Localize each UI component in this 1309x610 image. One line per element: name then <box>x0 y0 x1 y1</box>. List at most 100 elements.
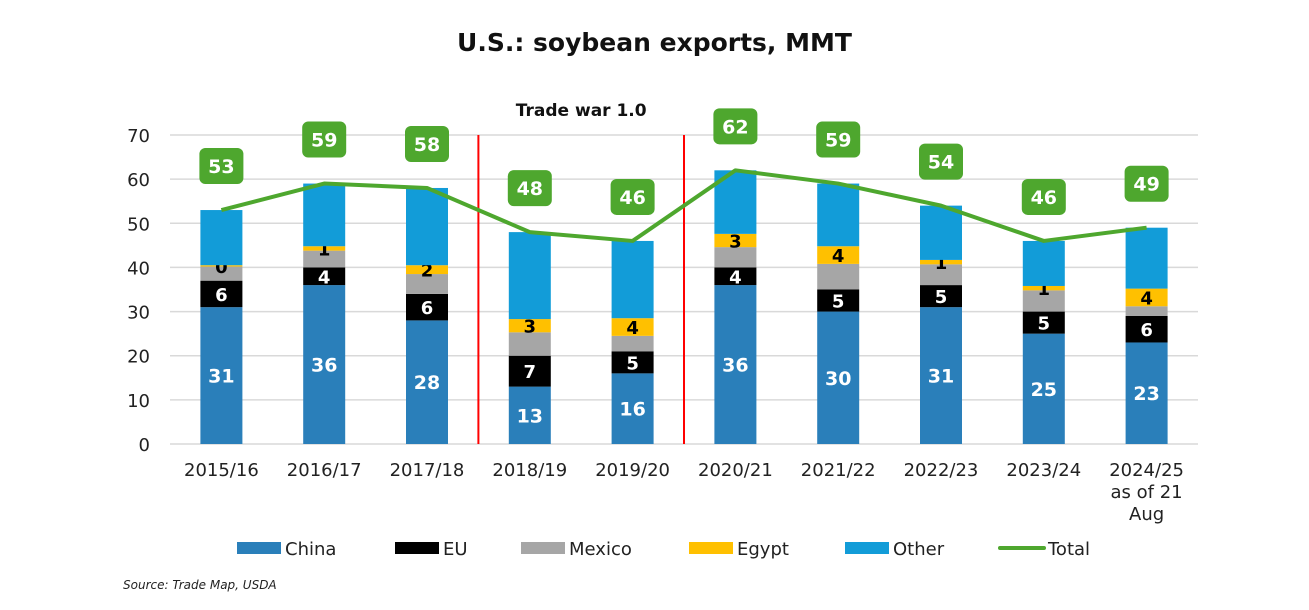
total-label: 59 <box>825 130 851 152</box>
total-label-box <box>1124 165 1169 202</box>
bar-segment-other <box>611 240 654 319</box>
x-tick-label: 2021/22 <box>801 460 876 481</box>
data-label-eu: 5 <box>935 287 948 308</box>
legend-label-total: Total <box>1047 539 1090 560</box>
data-label-china: 13 <box>517 405 543 427</box>
bar-segment-mexico <box>200 266 243 281</box>
bar-segment-eu <box>714 267 757 286</box>
data-label-china: 36 <box>311 355 337 377</box>
data-label-china: 16 <box>619 399 645 421</box>
data-label-egypt: 3 <box>729 232 742 253</box>
bar-segment-other <box>920 205 962 260</box>
y-tick-label: 70 <box>127 126 150 147</box>
x-tick-label: 2022/23 <box>904 460 979 481</box>
data-label-china: 25 <box>1031 379 1057 401</box>
total-label: 53 <box>208 156 234 178</box>
total-label: 58 <box>414 134 440 156</box>
legend-swatch-china <box>237 542 281 554</box>
total-label-box <box>302 121 347 158</box>
total-line <box>220 168 1147 243</box>
total-label: 59 <box>311 130 337 152</box>
legend-label-eu: EU <box>443 539 468 560</box>
bar-segment-eu <box>406 293 448 321</box>
total-label-box <box>816 121 861 158</box>
y-tick-label: 0 <box>139 435 150 456</box>
bar-segment-other <box>406 187 448 266</box>
data-label-eu: 5 <box>626 353 639 374</box>
data-label-egypt: 4 <box>1140 288 1153 309</box>
bar-segment-egypt <box>714 233 757 248</box>
bar-segment-mexico <box>406 274 448 294</box>
total-label: 49 <box>1133 174 1159 196</box>
bar-segment-china <box>611 373 654 444</box>
data-label-eu: 5 <box>1038 314 1051 335</box>
bar-segment-egypt <box>200 265 243 267</box>
total-label-box <box>507 170 552 207</box>
bar-segment-other <box>200 210 243 266</box>
x-tick-label: 2017/18 <box>390 460 465 481</box>
data-label-eu: 6 <box>215 285 228 306</box>
bar-segment-other <box>1022 240 1065 286</box>
x-tick-label: 2019/20 <box>595 460 670 481</box>
data-label-egypt: 2 <box>421 261 434 282</box>
bar-segment-mexico <box>508 332 551 356</box>
bar-segment-china <box>200 307 243 444</box>
x-tick-label: as of 21 <box>1111 482 1183 503</box>
bar-segment-eu <box>303 267 346 286</box>
bar-segment-mexico <box>1022 290 1065 312</box>
data-label-eu: 5 <box>832 292 845 313</box>
bar-segment-eu <box>920 285 962 308</box>
bar-segment-eu <box>611 351 654 374</box>
data-label-china: 31 <box>928 366 954 388</box>
bar-segment-egypt <box>406 265 448 275</box>
total-label-box <box>199 148 244 185</box>
x-tick-label: Aug <box>1129 504 1164 525</box>
y-tick-label: 20 <box>127 347 150 368</box>
y-tick-label: 40 <box>127 258 150 279</box>
bar-segment-egypt <box>920 259 962 265</box>
data-label-china: 31 <box>208 366 234 388</box>
chart-title: U.S.: soybean exports, MMT <box>457 28 852 57</box>
total-label: 46 <box>1031 187 1057 209</box>
y-tick-label: 30 <box>127 303 150 324</box>
bar-segment-eu <box>817 289 860 312</box>
bar-segment-china <box>508 386 551 444</box>
bar-segment-china <box>920 307 962 444</box>
x-tick-label: 2016/17 <box>287 460 362 481</box>
source-note: Source: Trade Map, USDA <box>123 578 277 592</box>
bar-segment-egypt <box>817 246 860 264</box>
data-label-eu: 7 <box>524 362 537 383</box>
bar-segment-egypt <box>1125 288 1168 307</box>
y-tick-label: 10 <box>127 391 150 412</box>
bar-segment-china <box>303 285 346 444</box>
legend-label-mexico: Mexico <box>569 539 632 560</box>
bar-segment-mexico <box>817 263 860 290</box>
bar-segment-mexico <box>611 335 654 352</box>
legend-swatch-egypt <box>689 542 733 554</box>
total-label-box <box>405 125 449 162</box>
bar-segment-eu <box>1125 315 1168 343</box>
data-label-eu: 6 <box>1140 320 1153 341</box>
data-label-egypt: 4 <box>626 318 639 339</box>
bar-segment-china <box>1125 342 1168 444</box>
bar-segment-egypt <box>1022 285 1065 291</box>
data-label-china: 28 <box>414 372 440 394</box>
bar-segment-egypt <box>508 319 551 333</box>
total-label-box <box>610 178 655 215</box>
data-label-china: 36 <box>722 355 748 377</box>
legend-label-other: Other <box>893 539 945 560</box>
bar-segment-china <box>817 311 860 444</box>
x-tick-label: 2024/25 <box>1109 460 1184 481</box>
total-label: 62 <box>722 116 748 138</box>
data-label-egypt: 3 <box>524 317 537 338</box>
data-label-eu: 6 <box>421 298 434 319</box>
bar-segment-eu <box>200 280 243 308</box>
total-label: 46 <box>619 187 645 209</box>
y-tick-label: 50 <box>127 214 150 235</box>
bar-segment-china <box>714 285 757 444</box>
trade-war-label: Trade war 1.0 <box>516 101 647 121</box>
bar-segment-other <box>508 232 551 320</box>
data-label-egypt: 4 <box>832 246 845 267</box>
bar-segment-eu <box>1022 311 1065 334</box>
